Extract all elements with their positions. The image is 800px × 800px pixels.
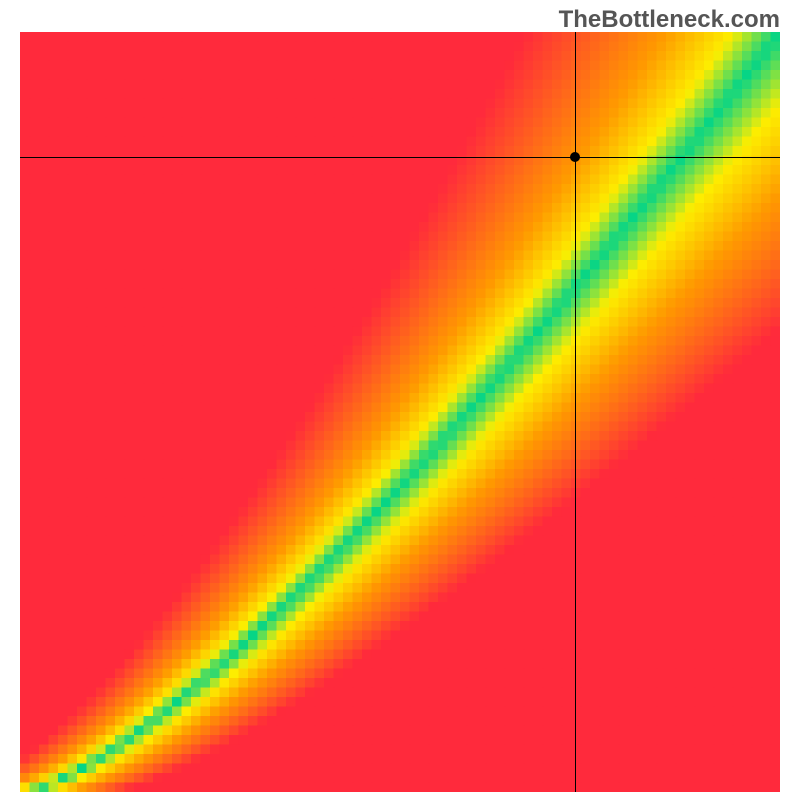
- marker-dot: [570, 152, 580, 162]
- crosshair-horizontal: [20, 157, 780, 158]
- watermark-text: TheBottleneck.com: [559, 6, 780, 34]
- crosshair-vertical: [575, 32, 576, 792]
- heatmap-chart: [20, 32, 780, 792]
- heatmap-canvas: [20, 32, 780, 792]
